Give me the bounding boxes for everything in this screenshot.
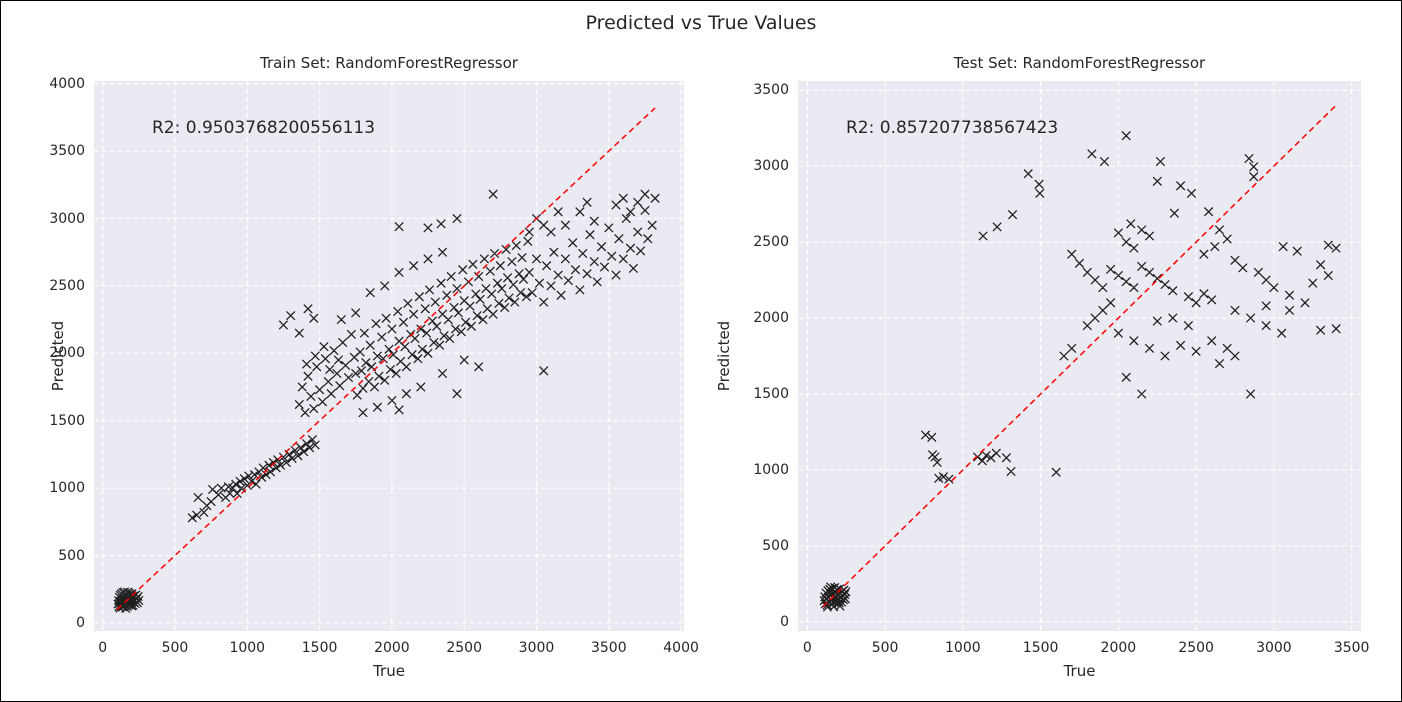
test-x-axis-label: True [1063,662,1096,680]
test-plot-canvas [798,81,1361,631]
test-y-axis-label: Predicted [715,320,733,392]
y-tick-label: 500 [58,547,85,564]
y-tick-label: 1500 [49,412,85,429]
x-tick-label: 500 [871,640,899,656]
test-r2-annotation: R2: 0.857207738567423 [846,118,1059,138]
y-tick-label: 1000 [753,461,789,478]
x-tick-label: 2500 [1178,640,1214,656]
y-tick-label: 2500 [49,277,85,294]
y-tick-label: 0 [780,613,789,630]
figure-title: Predicted vs True Values [585,12,817,34]
x-tick-label: 2500 [446,640,483,656]
x-tick-label: 500 [161,640,189,656]
x-tick-label: 1000 [945,640,981,656]
identity-line [116,107,656,610]
y-tick-label: 3500 [753,82,789,99]
x-tick-label: 2000 [1100,640,1137,656]
train-plot-canvas [94,81,684,631]
y-tick-label: 500 [762,537,789,554]
x-tick-label: 0 [98,640,108,656]
train-r2-annotation: R2: 0.9503768200556113 [152,118,376,138]
y-tick-label: 3500 [49,143,85,160]
y-tick-label: 2000 [753,310,789,327]
y-tick-label: 2500 [753,234,789,251]
x-tick-label: 4000 [663,640,699,656]
scatter-points [819,131,1341,612]
test-subplot-title: Test Set: RandomForestRegressor [953,54,1206,72]
train-x-axis-label: True [373,662,405,680]
x-tick-label: 1500 [301,640,338,656]
x-tick-label: 1500 [1022,640,1059,656]
x-tick-label: 3500 [1333,640,1370,656]
y-tick-label: 1500 [753,385,789,402]
x-tick-label: 3000 [518,640,555,656]
x-tick-label: 2000 [374,640,410,656]
x-tick-label: 1000 [229,640,266,656]
train-subplot-title: Train Set: RandomForestRegressor [260,54,518,72]
x-tick-label: 0 [802,640,812,656]
y-tick-label: 3000 [753,158,789,175]
y-tick-label: 0 [76,614,85,631]
y-tick-label: 4000 [49,75,85,92]
scatter-points [113,189,660,614]
y-tick-label: 1000 [49,480,85,497]
x-tick-label: 3500 [590,640,627,656]
x-tick-label: 3000 [1256,640,1292,656]
y-tick-label: 2000 [49,345,85,362]
y-tick-label: 3000 [49,210,85,227]
